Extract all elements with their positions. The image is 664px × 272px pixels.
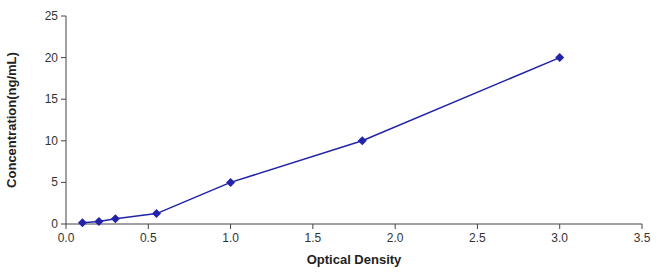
y-tick-label: 15 [45,92,59,106]
y-tick-label: 5 [51,175,58,189]
x-tick-label: 3.0 [551,231,568,245]
x-tick [559,224,560,229]
x-tick-label: 0.5 [140,231,157,245]
x-tick-label: 0.0 [58,231,75,245]
x-tick [230,224,231,229]
y-tick [61,140,66,141]
y-tick [61,99,66,100]
y-axis-label: Concentration(ng/mL) [4,52,19,188]
x-axis-label: Optical Density [307,252,402,267]
y-tick [61,16,66,17]
data-point [111,214,120,223]
x-axis-line [66,224,642,225]
data-line [82,58,559,223]
x-tick-label: 1.5 [305,231,322,245]
x-tick [148,224,149,229]
y-tick [61,182,66,183]
data-point [152,209,161,218]
x-tick [477,224,478,229]
x-tick [312,224,313,229]
x-tick-label: 2.5 [469,231,486,245]
x-tick-label: 2.0 [387,231,404,245]
data-point [358,136,367,145]
x-tick-label: 1.0 [222,231,239,245]
x-tick [395,224,396,229]
y-tick [61,224,66,225]
axes: 0.0 0.5 1.0 1.5 2.0 2.5 3.0 3.5 0 5 10 15 20 25 [45,9,651,245]
data-point [555,53,564,62]
y-tick-label: 20 [45,51,59,65]
y-axis-line [66,16,67,224]
chart-svg: 0.0 0.5 1.0 1.5 2.0 2.5 3.0 3.5 0 5 10 15 20 25 Optica… [0,0,664,272]
data-point [94,217,103,226]
y-tick-label: 0 [51,217,58,231]
chart-container: 0.0 0.5 1.0 1.5 2.0 2.5 3.0 3.5 0 5 10 15 20 25 Optica… [0,0,664,272]
x-tick [642,224,643,229]
plot-area [78,53,564,227]
y-tick-label: 10 [45,134,59,148]
data-point [78,218,87,227]
data-point [226,178,235,187]
x-tick [66,224,67,229]
y-tick-label: 25 [45,9,59,23]
x-tick-label: 3.5 [634,231,651,245]
y-tick [61,57,66,58]
